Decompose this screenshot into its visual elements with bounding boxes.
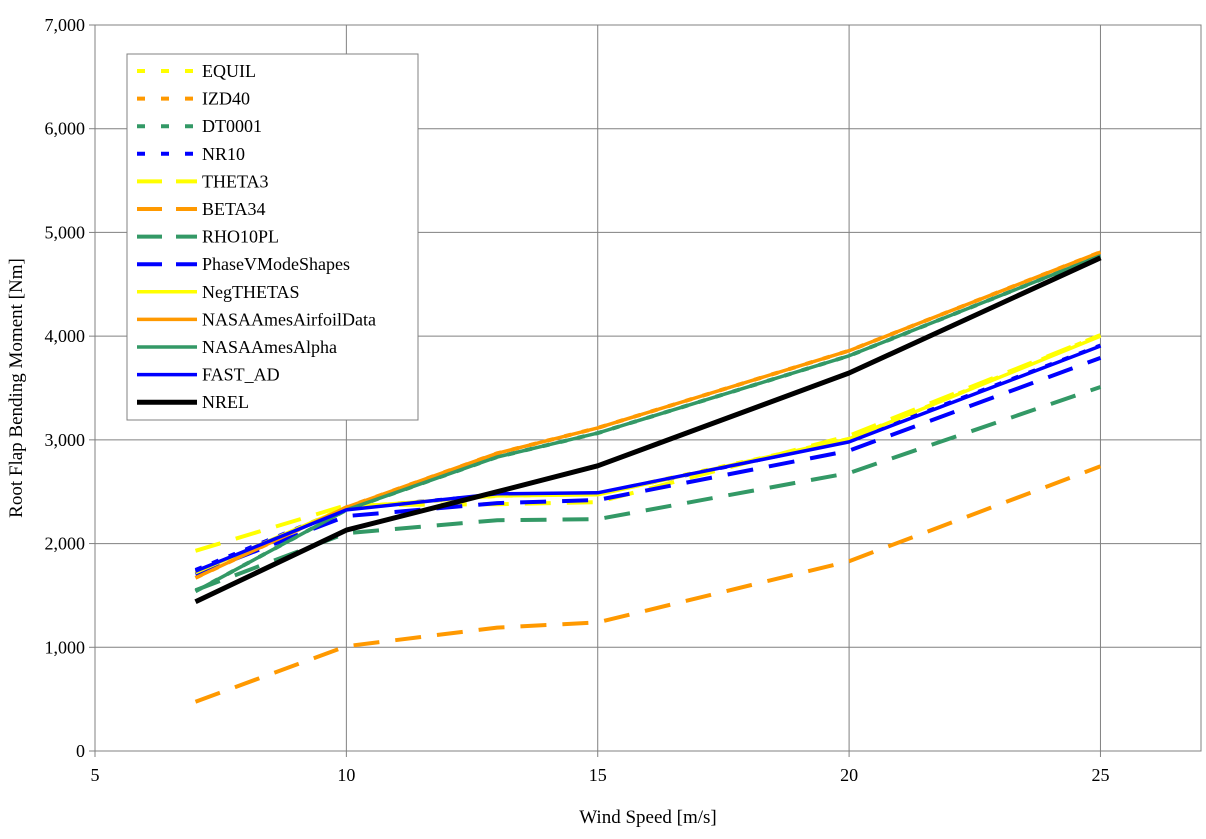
- legend-label: FAST_AD: [202, 365, 280, 385]
- x-tick-label: 25: [1091, 765, 1109, 785]
- series-line-nrel: [194, 255, 1102, 604]
- series-line-beta34: [194, 464, 1102, 704]
- legend-label: DT0001: [202, 116, 262, 136]
- y-tick-label: 7,000: [45, 15, 86, 35]
- legend-label: IZD40: [202, 89, 250, 109]
- legend-label: EQUIL: [202, 61, 256, 81]
- legend: EQUIL IZD40 DT0001 NR10 THETA3 BETA34 RHO10PL P…: [126, 53, 419, 421]
- x-axis-ticks: 5 10 15 20 25: [91, 751, 1109, 785]
- y-tick-label: 2,000: [45, 534, 86, 554]
- legend-label: NASAAmesAirfoilData: [202, 309, 376, 329]
- series-line-theta3: [194, 333, 1102, 553]
- legend-label: NASAAmesAlpha: [202, 337, 337, 357]
- y-tick-label: 0: [76, 741, 85, 761]
- y-tick-label: 1,000: [45, 637, 86, 657]
- series-lines: [194, 250, 1102, 704]
- y-tick-label: 6,000: [45, 119, 86, 139]
- x-tick-label: 15: [589, 765, 607, 785]
- y-axis-ticks: 0 1,000 2,000 3,000 4,000 5,000 6,000 7,000: [45, 15, 95, 761]
- legend-label: NREL: [202, 392, 249, 412]
- y-tick-label: 3,000: [45, 430, 86, 450]
- series-line-nasaamesalpha: [194, 254, 1102, 593]
- legend-box: [126, 53, 419, 421]
- legend-label: RHO10PL: [202, 227, 279, 247]
- legend-label: THETA3: [202, 171, 269, 191]
- x-tick-label: 20: [840, 765, 858, 785]
- y-tick-label: 5,000: [45, 222, 86, 242]
- x-axis-label: Wind Speed [m/s]: [579, 807, 717, 828]
- y-tick-label: 4,000: [45, 326, 86, 346]
- legend-label: NR10: [202, 144, 245, 164]
- series-line-fast_ad: [194, 344, 1102, 573]
- x-tick-label: 10: [337, 765, 355, 785]
- legend-label: BETA34: [202, 199, 266, 219]
- plot-area-border: [94, 24, 1202, 752]
- x-tick-label: 5: [91, 765, 100, 785]
- legend-label: PhaseVModeShapes: [202, 254, 350, 274]
- series-line-phasevmodeshapes: [194, 356, 1102, 577]
- legend-label: NegTHETAS: [202, 282, 300, 302]
- y-axis-label: Root Flap Bending Moment [Nm]: [6, 258, 27, 518]
